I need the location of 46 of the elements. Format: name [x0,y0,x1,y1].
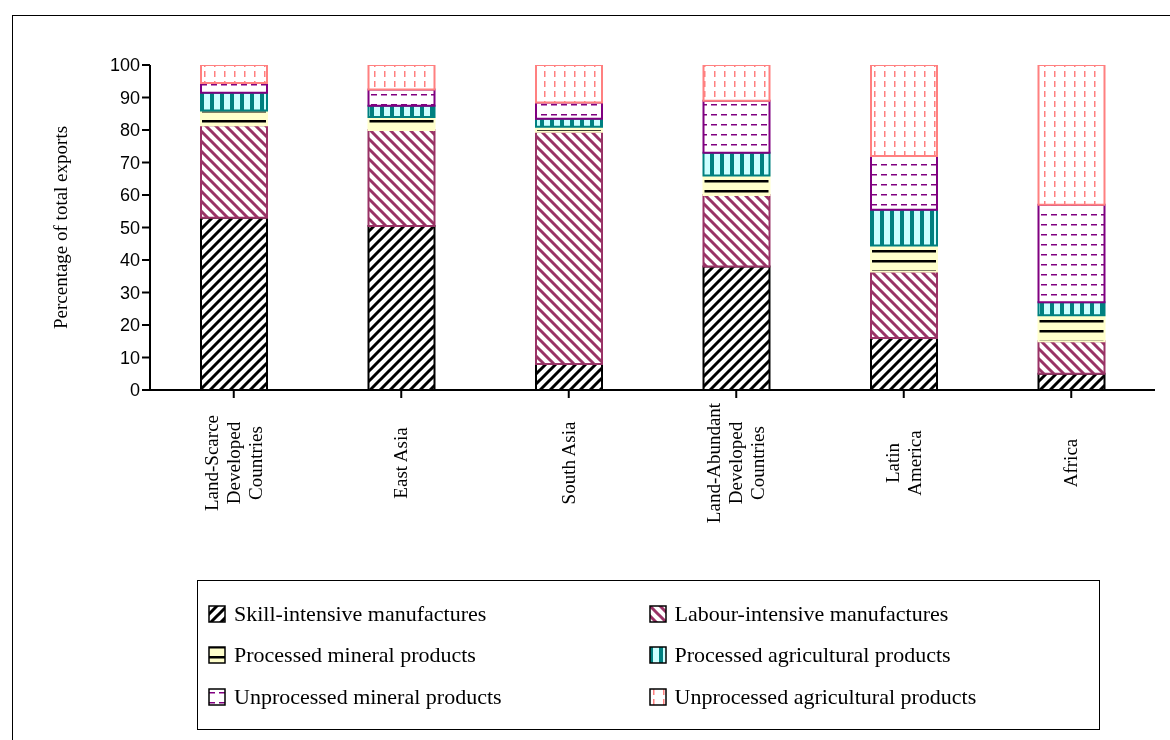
y-tick-label: 70 [119,152,140,173]
x-tick-label: Land-Abundant Developed Countries [703,402,769,524]
bar [870,270,938,339]
y-tick-label: 90 [119,87,140,108]
bar [535,130,603,365]
y-tick-label: 0 [129,380,140,401]
bar [367,88,436,107]
bar [367,129,436,227]
y-tick-label: 10 [119,347,140,368]
x-tick-label: Land-Scarce Developed Countries [200,415,266,511]
y-tick-label: 100 [109,55,140,76]
bar [702,151,771,177]
bar [200,91,268,112]
legend-label: Unprocessed agricultural products [674,683,977,710]
bar [702,65,771,102]
bar [870,155,938,211]
y-tick-label: 80 [119,120,140,141]
bar [702,194,771,268]
y-tick-label: 50 [119,217,140,238]
legend-label: Processed agricultural products [674,642,951,668]
legend-label: Processed mineral products [234,642,476,668]
y-tick-label: 60 [119,185,140,206]
bar [1037,203,1106,304]
y-tick-label: 20 [119,315,140,336]
legend-label: Labour-intensive manufactures [674,600,949,627]
bar [367,65,436,91]
bar [1037,314,1106,343]
x-tick-label: South Asia [557,421,579,505]
x-tick-label: Latin America [881,429,925,496]
bar [535,65,603,104]
legend-label: Unprocessed mineral products [234,683,502,710]
bar [702,99,771,154]
bar [1037,65,1106,206]
bar [200,124,268,219]
x-tick-label: East Asia [390,426,412,499]
bar [1037,340,1106,375]
x-tick-label: Africa [1060,438,1082,488]
y-tick-label: 40 [119,250,140,271]
bar [200,65,268,84]
legend-label: Skill-intensive manufactures [234,600,487,627]
y-tick-label: 30 [119,282,140,303]
bar [870,244,938,273]
bar [870,208,938,247]
bar [870,65,938,157]
y-axis-title: Percentage of total exports [49,125,71,330]
bar [535,101,603,120]
